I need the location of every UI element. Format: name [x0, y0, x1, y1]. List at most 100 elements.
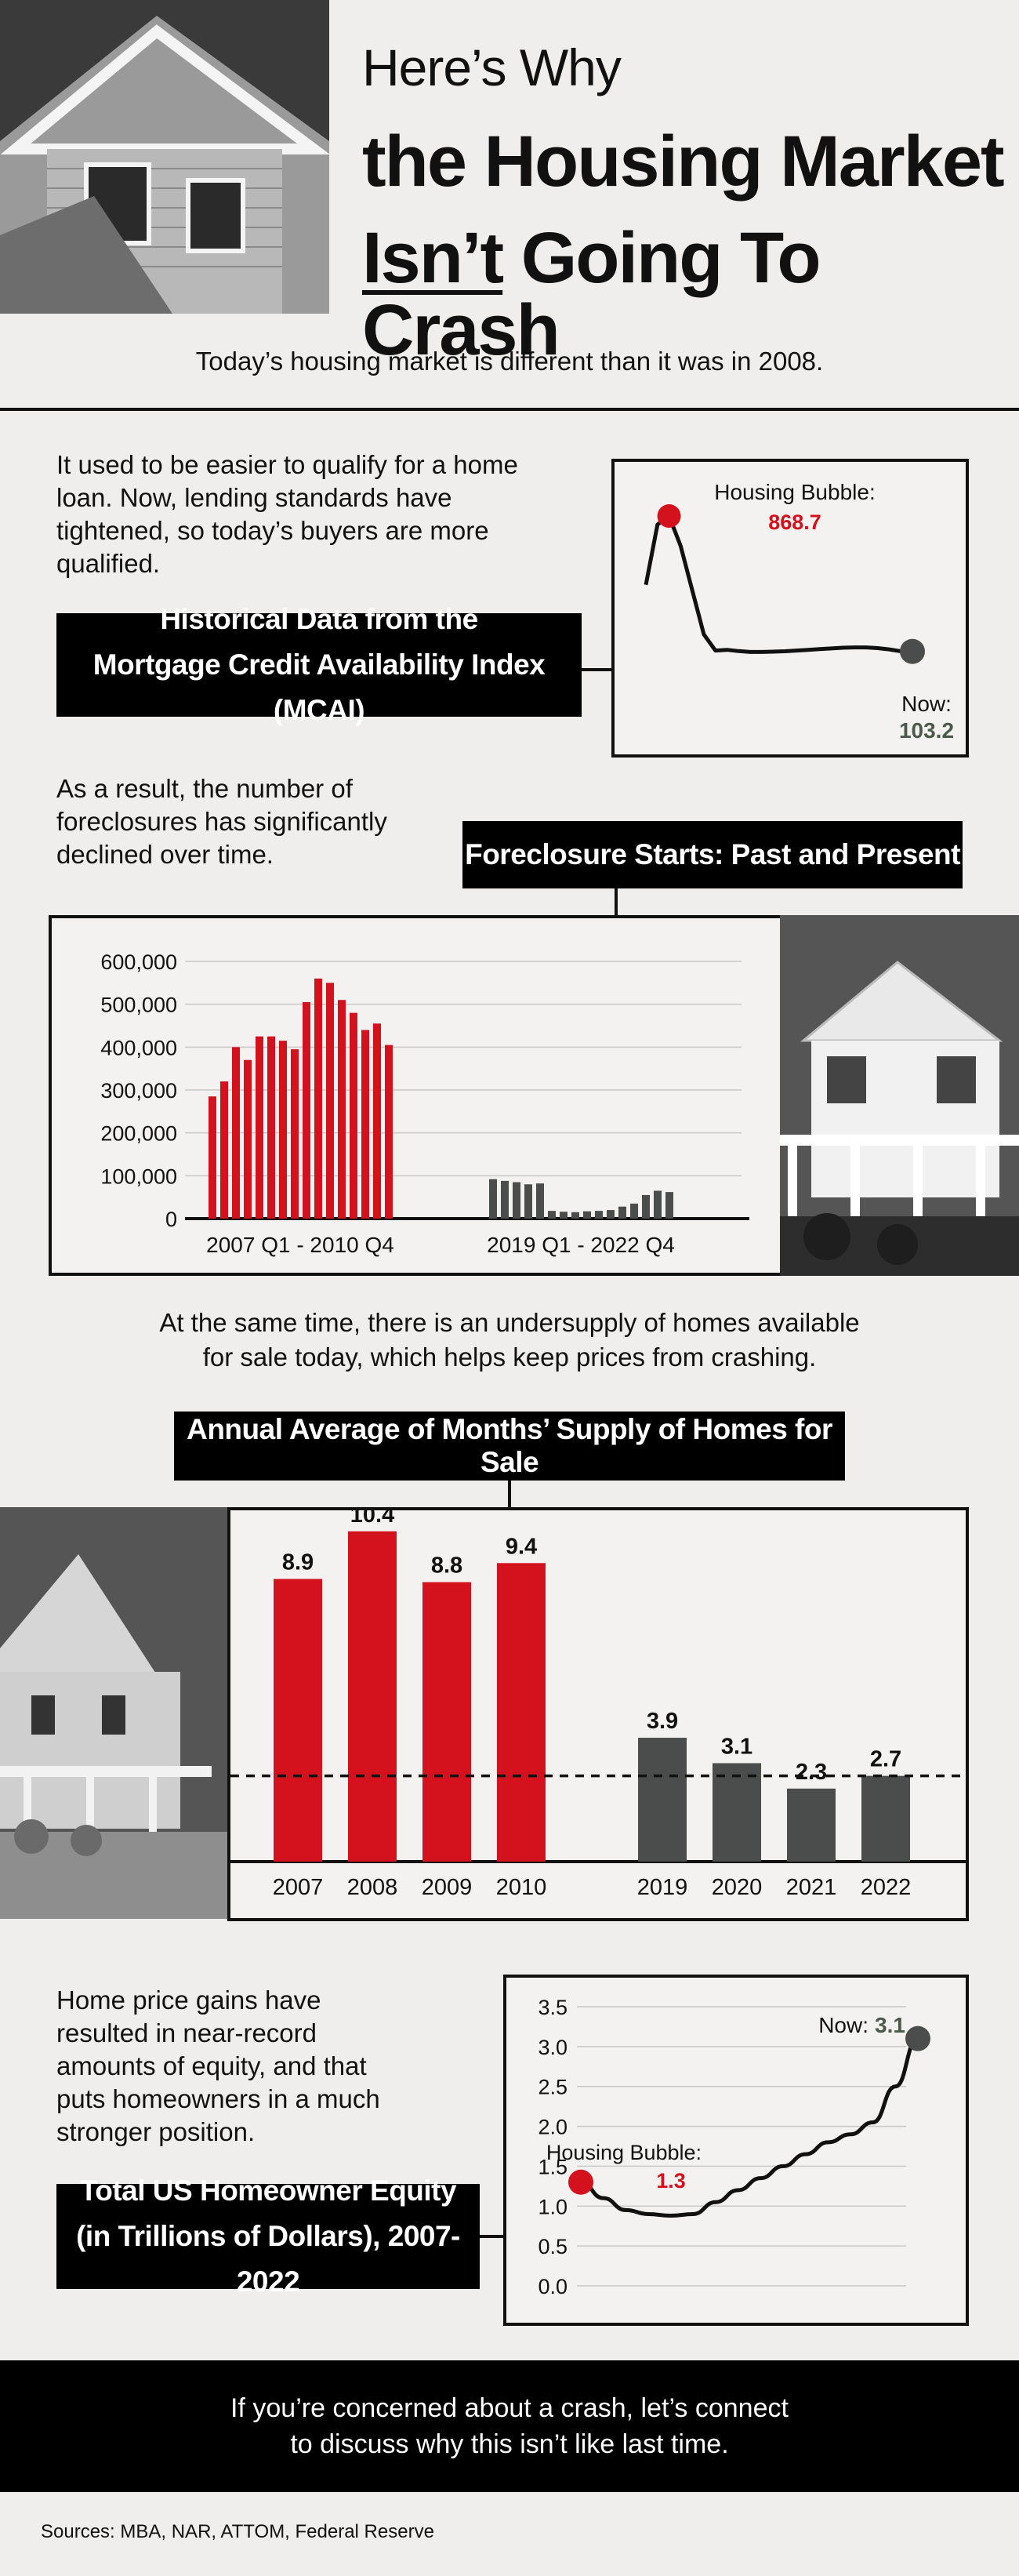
mcai-bubble-label: Housing Bubble: [714, 480, 875, 504]
supply-value-label: 8.9 [282, 1550, 314, 1575]
fc-y-tick: 400,000 [100, 1036, 177, 1059]
cta-text: If you’re concerned about a crash, let’s… [0, 2360, 1019, 2462]
fc-group-label: 2007 Q1 - 2010 Q4 [206, 1233, 394, 1257]
supply-value-label: 3.1 [721, 1734, 752, 1759]
fc-bar [595, 1211, 603, 1219]
header-house-photo [0, 0, 329, 314]
supply-bar [861, 1775, 910, 1862]
supply-year-label: 2019 [637, 1875, 688, 1900]
equity-chart-svg: 3.5 3.0 2.5 2.0 1.5 1.0 0.5 0.0 Housing Bubble: 1… [538, 1996, 930, 2298]
fc-y-tick: 600,000 [100, 950, 177, 974]
mcai-now-label: Now: [901, 692, 952, 716]
fc-bar [303, 1001, 310, 1219]
fc-bar [630, 1203, 638, 1219]
supply-year-label: 2020 [712, 1875, 763, 1900]
fc-bar [642, 1194, 650, 1219]
supply-value-label: 2.3 [796, 1760, 827, 1785]
divider [0, 408, 1019, 411]
equity-label-line1: Total US Homeowner Equity [79, 2175, 457, 2207]
section4-text: Home price gains have resulted in near-r… [56, 1986, 380, 2146]
sources: Sources: MBA, NAR, ATTOM, Federal Reserv… [41, 2521, 434, 2542]
fc-bar [571, 1212, 579, 1219]
equity-bubble-value: 1.3 [656, 2169, 686, 2193]
fc-bar [291, 1049, 299, 1219]
mcai-now-value: 103.2 [899, 718, 954, 743]
mcai-peak-point [657, 504, 681, 529]
supply-bar [348, 1531, 397, 1862]
supply-value-label: 9.4 [506, 1534, 537, 1559]
fc-y-tick: 200,000 [100, 1122, 177, 1146]
fc-bar [256, 1036, 263, 1219]
fc-bar [373, 1023, 381, 1219]
mcai-connector [580, 668, 613, 671]
fc-bar [560, 1212, 568, 1219]
supply-bar [422, 1582, 471, 1862]
supply-year-label: 2007 [273, 1875, 324, 1900]
equity-bubble-label: Housing Bubble: [546, 2141, 702, 2164]
equity-now-value: 3.1 [875, 2013, 905, 2037]
mcai-chart: Housing Bubble: 868.7 Now: 103.2 [611, 459, 969, 758]
title-line-1: Here’s Why [362, 38, 622, 96]
fc-bar [244, 1059, 252, 1219]
white-house-photo [780, 915, 1019, 1276]
equity-y-tick: 2.5 [538, 2076, 568, 2099]
white-house-illustration [780, 915, 1019, 1276]
fc-bar [536, 1183, 544, 1219]
section2-text: As a result, the number of foreclosures … [56, 774, 387, 869]
supply-label: Annual Average of Months’ Supply of Home… [174, 1412, 845, 1481]
fc-y-tick: 0 [165, 1208, 177, 1231]
foreclosure-chart: 600,000 500,000 400,000 300,000 200,000 100,0… [49, 915, 784, 1276]
fc-bar [267, 1036, 275, 1219]
fc-bar [501, 1180, 509, 1219]
supply-bar [274, 1579, 322, 1862]
equity-line [578, 2036, 920, 2218]
fc-bar [326, 983, 334, 1219]
section1-text: It used to be easier to qualify for a ho… [56, 450, 518, 578]
equity-connector [480, 2235, 505, 2238]
supply-chart-svg: 8.9 2007 10.4 2008 8.8 2009 9.4 2010 3.9 2019 3.1 2… [230, 1502, 966, 1900]
equity-y-tick: 1.5 [538, 2155, 568, 2178]
equity-bubble-point [568, 2169, 593, 2195]
equity-y-tick: 0.5 [538, 2235, 568, 2258]
mcai-label: Historical Data from the Mortgage Credit… [56, 603, 582, 726]
fc-bar [350, 1012, 357, 1219]
title-underlined-word: Isn’t [362, 218, 504, 298]
mcai-chart-svg: Housing Bubble: 868.7 Now:103.2 [644, 480, 954, 743]
section3-text: At the same time, there is an undersuppl… [0, 1306, 1019, 1375]
fc-bar [618, 1206, 626, 1219]
mcai-now-point [900, 638, 925, 664]
fc-y-tick: 100,000 [100, 1164, 177, 1188]
supply-value-label: 8.8 [431, 1553, 462, 1579]
supply-bar [638, 1738, 687, 1862]
supply-chart: 8.9 2007 10.4 2008 8.8 2009 9.4 2010 3.9 2019 3.1 2… [227, 1502, 969, 1921]
supply-year-label: 2022 [861, 1875, 912, 1900]
subtitle: Today’s housing market is different than… [195, 347, 824, 376]
equity-label: Total US Homeowner Equity (in Trillions … [56, 2175, 480, 2298]
fc-y-tick: 300,000 [100, 1079, 177, 1103]
fc-bar [209, 1096, 216, 1219]
fc-bar [654, 1190, 662, 1219]
fc-bar [607, 1210, 615, 1219]
mcai-bubble-value: 868.7 [768, 510, 821, 534]
supply-year-label: 2008 [347, 1875, 398, 1900]
house-illustration [0, 0, 329, 314]
supply-bar [713, 1763, 761, 1862]
equity-label-line2: (in Trillions of Dollars), 2007-2022 [76, 2220, 460, 2298]
supply-year-label: 2021 [786, 1875, 837, 1900]
foreclosure-chart-svg: 600,000 500,000 400,000 300,000 200,000 100,0… [100, 950, 749, 1257]
equity-y-tick: 3.5 [538, 1996, 568, 2019]
cta-line-2: to discuss why this isn’t like last time… [290, 2429, 729, 2459]
supply-value-label: 10.4 [350, 1510, 394, 1528]
equity-y-tick: 1.0 [538, 2195, 568, 2218]
fc-y-tick: 500,000 [100, 994, 177, 1017]
fc-bar [361, 1030, 369, 1219]
colonial-house-photo [0, 1507, 231, 1919]
colonial-house-illustration [0, 1507, 231, 1919]
fc-bar [220, 1081, 228, 1219]
title-line-2: the Housing Market [362, 122, 1005, 202]
supply-value-label: 2.7 [870, 1747, 901, 1772]
fc-bar [513, 1182, 520, 1219]
mcai-label-line2: Mortgage Credit Availability Index (MCAI… [92, 649, 546, 726]
supply-year-label: 2009 [422, 1875, 473, 1900]
equity-y-tick: 0.0 [538, 2275, 568, 2298]
